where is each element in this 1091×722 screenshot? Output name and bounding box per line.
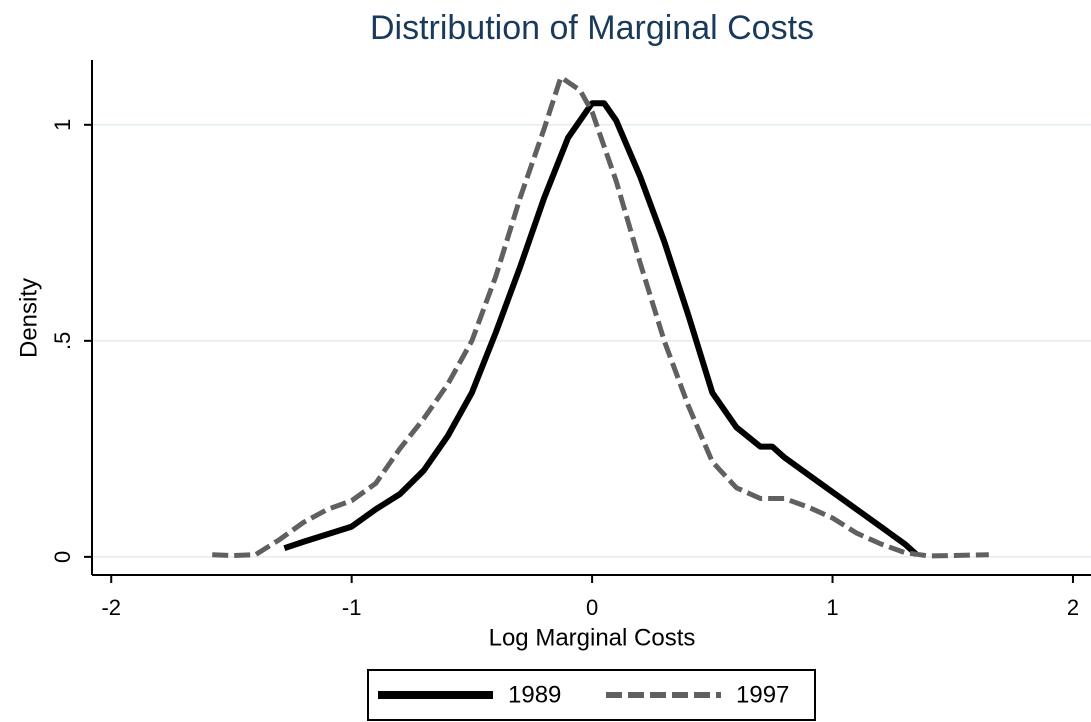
line-series	[212, 74, 989, 559]
legend-label: 1989	[508, 681, 561, 708]
y-tick-label: 0	[50, 551, 75, 563]
y-tick-label: 1	[50, 119, 75, 131]
x-tick-label: -2	[101, 595, 121, 620]
x-tick-label: -1	[342, 595, 362, 620]
x-tick-label: 1	[826, 595, 838, 620]
legend-label: 1997	[736, 681, 789, 708]
x-tick-label: 0	[586, 595, 598, 620]
y-axis-label: Density	[15, 278, 42, 358]
line-series	[283, 100, 919, 557]
y-tick-label: .5	[50, 332, 75, 350]
x-axis-label: Log Marginal Costs	[489, 624, 696, 651]
x-tick-label: 2	[1067, 595, 1079, 620]
chart-title: Distribution of Marginal Costs	[370, 9, 814, 47]
